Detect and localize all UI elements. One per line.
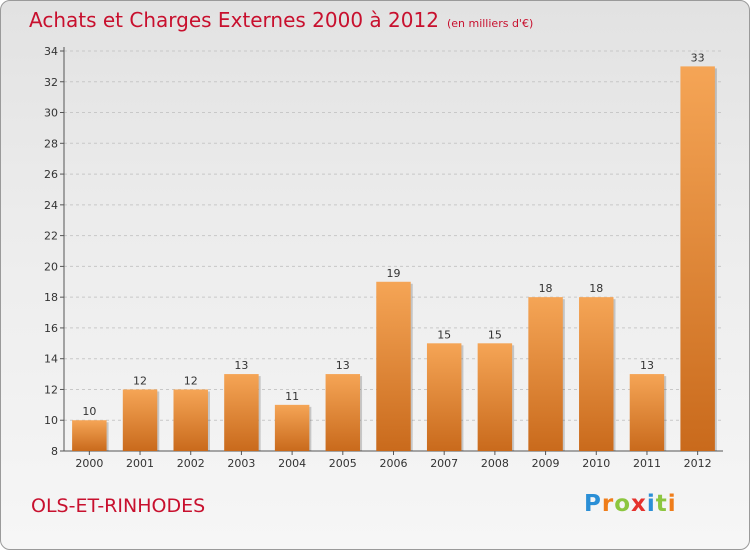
logo-letter: o	[614, 491, 632, 517]
x-tick-label: 2010	[582, 457, 610, 470]
y-tick-label: 34	[44, 45, 58, 58]
bar	[173, 389, 208, 451]
data-label: 12	[133, 374, 147, 387]
data-label: 13	[640, 359, 654, 372]
bar	[629, 374, 665, 451]
logo-letter: t	[655, 491, 668, 517]
logo-letter: i	[646, 491, 656, 517]
y-tick-label: 12	[44, 383, 58, 396]
y-tick-label: 20	[44, 260, 58, 273]
bar	[224, 374, 259, 451]
x-tick-label: 2006	[380, 457, 408, 470]
data-label: 18	[539, 282, 553, 295]
logo-letter: r	[601, 491, 615, 517]
data-label: 19	[387, 267, 401, 280]
bar	[274, 404, 310, 451]
y-tick-label: 30	[44, 107, 58, 120]
data-label: 15	[488, 328, 502, 341]
y-tick-label: 18	[44, 291, 58, 304]
bar	[376, 281, 411, 451]
x-tick-label: 2002	[177, 457, 205, 470]
chart-title: Achats et Charges Externes 2000 à 2012 (e…	[29, 8, 533, 32]
y-tick-label: 16	[44, 322, 58, 335]
bar	[579, 297, 614, 451]
chart-title-text: Achats et Charges Externes 2000 à 2012	[29, 8, 439, 32]
x-tick-label: 2011	[633, 457, 661, 470]
data-label: 10	[82, 405, 96, 418]
bar	[72, 420, 107, 451]
data-label: 11	[285, 390, 299, 403]
bar	[528, 297, 563, 451]
bar-chart: 8 10 12 14 16 18 20 22 24 26 28 30 32 34 10 2000 12 2001 1…	[44, 45, 723, 470]
x-tick-label: 2008	[481, 457, 509, 470]
x-tick-label: 2003	[227, 457, 255, 470]
bar	[426, 343, 462, 451]
logo-letter: x	[631, 491, 647, 517]
logo-letter: P	[584, 491, 602, 517]
y-tick-label: 26	[44, 168, 58, 181]
bar	[122, 389, 158, 451]
logo-letter: i	[667, 491, 677, 517]
labels: 8 10 12 14 16 18 20 22 24 26 28 30 32 34 10 2000 12 2001 1…	[44, 45, 712, 470]
y-tick-label: 32	[44, 76, 58, 89]
bar	[680, 66, 715, 451]
commune-name: OLS-ET-RINHODES	[31, 495, 206, 517]
data-label: 12	[184, 374, 198, 387]
data-label: 15	[437, 328, 451, 341]
x-tick-label: 2007	[430, 457, 458, 470]
data-label: 13	[234, 359, 248, 372]
bar	[325, 374, 361, 451]
x-tick-label: 2005	[329, 457, 357, 470]
bars	[72, 66, 717, 451]
bar	[477, 343, 513, 451]
x-tick-label: 2001	[126, 457, 154, 470]
y-tick-label: 8	[51, 445, 58, 458]
data-label: 18	[589, 282, 603, 295]
x-tick-label: 2009	[532, 457, 560, 470]
y-tick-label: 28	[44, 137, 58, 150]
x-tick-label: 2000	[75, 457, 103, 470]
proxiti-logo[interactable]: Proxiti	[584, 491, 677, 517]
chart-subtitle: (en milliers d'€)	[446, 17, 534, 30]
y-tick-label: 14	[44, 353, 58, 366]
data-label: 33	[691, 51, 705, 64]
y-tick-label: 22	[44, 230, 58, 243]
x-tick-label: 2012	[684, 457, 712, 470]
y-tick-label: 24	[44, 199, 58, 212]
y-tick-label: 10	[44, 414, 58, 427]
x-tick-label: 2004	[278, 457, 306, 470]
data-label: 13	[336, 359, 350, 372]
